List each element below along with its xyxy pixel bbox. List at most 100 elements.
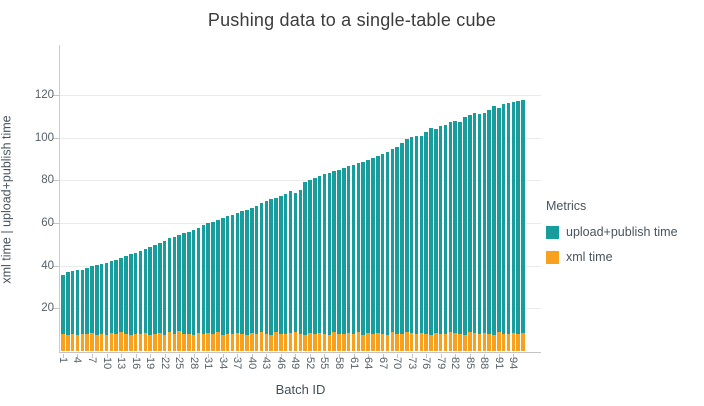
bar-upload-publish-batch-4[interactable]: [75, 269, 80, 336]
bar-xml-time-batch-37[interactable]: [235, 332, 240, 351]
bar-upload-publish-batch-72[interactable]: [405, 138, 409, 333]
bar-xml-time-batch-9[interactable]: [99, 333, 104, 351]
bar-upload-publish-batch-91[interactable]: [497, 107, 501, 333]
bar-xml-time-batch-15[interactable]: [129, 334, 133, 351]
bar-upload-publish-batch-45[interactable]: [274, 197, 278, 333]
bar-upload-publish-batch-70[interactable]: [395, 147, 399, 334]
bar-xml-time-batch-16[interactable]: [133, 333, 138, 351]
bar-upload-publish-batch-14[interactable]: [124, 256, 128, 334]
bar-upload-publish-batch-6[interactable]: [85, 268, 89, 335]
bar-upload-publish-batch-63[interactable]: [361, 161, 365, 335]
bar-upload-publish-batch-29[interactable]: [196, 227, 201, 334]
bar-xml-time-batch-19[interactable]: [148, 334, 152, 351]
bar-xml-time-batch-22[interactable]: [162, 334, 167, 351]
bar-xml-time-batch-27[interactable]: [187, 333, 191, 351]
bar-upload-publish-batch-24[interactable]: [172, 236, 177, 334]
bar-xml-time-batch-43[interactable]: [264, 333, 269, 351]
bar-xml-time-batch-25[interactable]: [177, 331, 181, 351]
bar-upload-publish-batch-28[interactable]: [191, 230, 196, 335]
bar-xml-time-batch-30[interactable]: [201, 334, 206, 351]
bar-upload-publish-batch-13[interactable]: [119, 258, 123, 332]
bar-xml-time-batch-48[interactable]: [288, 333, 293, 351]
bar-upload-publish-batch-87[interactable]: [477, 114, 482, 335]
bar-upload-publish-batch-50[interactable]: [298, 189, 302, 334]
bar-xml-time-batch-23[interactable]: [167, 332, 172, 351]
bar-xml-time-batch-52[interactable]: [308, 333, 312, 351]
bar-xml-time-batch-49[interactable]: [293, 331, 298, 351]
bar-xml-time-batch-53[interactable]: [313, 334, 317, 351]
bar-upload-publish-batch-67[interactable]: [380, 153, 385, 334]
bar-upload-publish-batch-90[interactable]: [492, 105, 496, 335]
bar-upload-publish-batch-71[interactable]: [400, 143, 404, 335]
bar-upload-publish-batch-35[interactable]: [225, 216, 230, 334]
bar-xml-time-batch-69[interactable]: [390, 332, 395, 351]
bar-xml-time-batch-62[interactable]: [356, 331, 361, 351]
bar-xml-time-batch-32[interactable]: [211, 333, 215, 351]
bar-upload-publish-batch-15[interactable]: [129, 254, 133, 335]
bar-xml-time-batch-77[interactable]: [429, 334, 433, 351]
bar-upload-publish-batch-7[interactable]: [90, 265, 94, 334]
bar-upload-publish-batch-3[interactable]: [70, 271, 75, 334]
bar-xml-time-batch-73[interactable]: [409, 333, 414, 351]
bar-xml-time-batch-74[interactable]: [414, 334, 419, 351]
bar-xml-time-batch-58[interactable]: [337, 333, 341, 351]
bar-upload-publish-batch-93[interactable]: [506, 102, 511, 335]
bar-upload-publish-batch-32[interactable]: [211, 221, 215, 334]
bar-upload-publish-batch-95[interactable]: [516, 101, 520, 334]
bar-xml-time-batch-90[interactable]: [492, 334, 496, 351]
bar-xml-time-batch-66[interactable]: [376, 332, 380, 351]
bar-xml-time-batch-78[interactable]: [434, 332, 438, 351]
bar-xml-time-batch-94[interactable]: [511, 333, 516, 351]
bar-upload-publish-batch-77[interactable]: [429, 127, 433, 335]
bar-upload-publish-batch-58[interactable]: [337, 169, 341, 334]
bar-upload-publish-batch-96[interactable]: [521, 100, 525, 333]
bar-xml-time-batch-80[interactable]: [443, 334, 448, 351]
bar-upload-publish-batch-79[interactable]: [438, 125, 443, 334]
bar-xml-time-batch-11[interactable]: [109, 333, 114, 351]
bar-xml-time-batch-50[interactable]: [298, 333, 302, 351]
bar-xml-time-batch-71[interactable]: [400, 334, 404, 351]
bar-upload-publish-batch-88[interactable]: [482, 113, 487, 333]
bar-xml-time-batch-7[interactable]: [90, 333, 94, 351]
bar-xml-time-batch-51[interactable]: [303, 334, 307, 351]
bar-xml-time-batch-61[interactable]: [351, 333, 356, 351]
bar-upload-publish-batch-51[interactable]: [303, 182, 307, 335]
bar-upload-publish-batch-52[interactable]: [308, 179, 312, 334]
bar-xml-time-batch-40[interactable]: [250, 333, 254, 351]
bar-xml-time-batch-29[interactable]: [196, 333, 201, 351]
bar-upload-publish-batch-85[interactable]: [468, 115, 472, 333]
bar-xml-time-batch-41[interactable]: [254, 334, 259, 351]
bar-xml-time-batch-92[interactable]: [501, 333, 506, 351]
bar-upload-publish-batch-65[interactable]: [371, 157, 375, 335]
bar-xml-time-batch-88[interactable]: [482, 332, 487, 351]
bar-upload-publish-batch-9[interactable]: [99, 263, 104, 334]
bar-upload-publish-batch-61[interactable]: [351, 164, 356, 334]
bar-upload-publish-batch-94[interactable]: [511, 101, 516, 334]
bar-upload-publish-batch-5[interactable]: [80, 269, 85, 334]
bar-xml-time-batch-70[interactable]: [395, 333, 399, 351]
bar-upload-publish-batch-56[interactable]: [327, 172, 332, 335]
bar-upload-publish-batch-75[interactable]: [419, 135, 424, 333]
bar-upload-publish-batch-83[interactable]: [458, 121, 462, 334]
bar-upload-publish-batch-39[interactable]: [245, 209, 249, 335]
bar-upload-publish-batch-38[interactable]: [240, 211, 244, 334]
bar-xml-time-batch-8[interactable]: [95, 335, 99, 351]
bar-xml-time-batch-14[interactable]: [124, 333, 128, 351]
bar-upload-publish-batch-8[interactable]: [95, 265, 99, 335]
bar-upload-publish-batch-48[interactable]: [288, 191, 293, 334]
bar-xml-time-batch-68[interactable]: [385, 334, 390, 351]
bar-xml-time-batch-34[interactable]: [221, 334, 225, 351]
bar-xml-time-batch-54[interactable]: [317, 332, 322, 351]
bar-xml-time-batch-45[interactable]: [274, 332, 278, 351]
bar-xml-time-batch-21[interactable]: [158, 333, 162, 351]
bar-xml-time-batch-64[interactable]: [366, 333, 370, 351]
bar-xml-time-batch-85[interactable]: [468, 332, 472, 351]
bar-upload-publish-batch-41[interactable]: [254, 205, 259, 335]
bar-upload-publish-batch-36[interactable]: [230, 214, 235, 335]
bar-upload-publish-batch-19[interactable]: [148, 246, 152, 335]
legend-item-xml-time[interactable]: xml time: [546, 250, 696, 264]
bar-xml-time-batch-44[interactable]: [269, 334, 273, 351]
bar-xml-time-batch-6[interactable]: [85, 334, 89, 351]
bar-xml-time-batch-95[interactable]: [516, 333, 520, 351]
bar-upload-publish-batch-62[interactable]: [356, 163, 361, 332]
